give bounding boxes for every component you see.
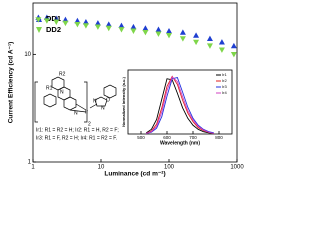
plot-frame bbox=[32, 2, 238, 163]
legend-label: Ir4 bbox=[222, 90, 227, 95]
data-point bbox=[166, 33, 172, 39]
annotation: Ir3: R1 = F, R2 = H; Ir4: R1 = R2 = F. bbox=[36, 135, 117, 141]
structure-label: R2 bbox=[59, 71, 66, 77]
x-axis-label: Luminance (cd m⁻²) bbox=[104, 171, 165, 178]
data-point bbox=[206, 43, 213, 49]
data-point bbox=[155, 26, 162, 32]
data-point bbox=[166, 27, 172, 34]
data-point bbox=[130, 28, 137, 34]
chart: R1 R2 N N Ir N N O 2 Ir1: R1 = R2 = H; I… bbox=[8, 2, 244, 178]
data-point bbox=[43, 18, 50, 24]
y-tick-label: 1 bbox=[28, 160, 32, 166]
data-point bbox=[94, 24, 101, 30]
x-tick-label: 10 bbox=[98, 164, 105, 170]
data-point bbox=[142, 25, 149, 31]
structure-label: N bbox=[101, 105, 105, 111]
data-point bbox=[218, 47, 225, 53]
data-point bbox=[193, 39, 200, 46]
x-tick-label: 100 bbox=[164, 164, 175, 170]
data-point bbox=[35, 17, 42, 23]
data-point bbox=[179, 36, 186, 42]
data-point bbox=[206, 35, 213, 42]
structure-label: N bbox=[93, 98, 97, 104]
structure-label: O bbox=[106, 97, 110, 103]
data-point bbox=[94, 20, 101, 26]
data-point bbox=[105, 21, 112, 27]
data-point bbox=[193, 32, 200, 38]
structure-label: R1 bbox=[46, 85, 53, 91]
data-point bbox=[82, 18, 89, 25]
data-line bbox=[145, 78, 214, 134]
y-axis-label: Normalized Intensity (a.u.) bbox=[121, 76, 126, 126]
data-point bbox=[230, 42, 237, 49]
data-point bbox=[130, 23, 137, 30]
data-point bbox=[74, 21, 81, 28]
structure-label: Ir bbox=[85, 109, 88, 115]
legend-label: Ir3 bbox=[222, 84, 227, 89]
data-point bbox=[74, 17, 81, 24]
data-point bbox=[218, 39, 225, 45]
data-point bbox=[155, 31, 162, 37]
data-point bbox=[105, 25, 112, 32]
data-point bbox=[118, 27, 125, 33]
x-tick-label: 500 bbox=[137, 135, 145, 140]
x-tick-label: 1000 bbox=[230, 164, 244, 170]
annotation: Ir1: R1 = R2 = H; Ir2: R1 = H, R2 = F; bbox=[36, 127, 119, 133]
data-point bbox=[62, 16, 69, 23]
data-line bbox=[146, 77, 214, 134]
data-line bbox=[146, 75, 214, 134]
data-point bbox=[230, 51, 237, 58]
x-tick-label: 1 bbox=[31, 164, 35, 170]
x-axis-label: Wavelength (nm) bbox=[160, 140, 200, 146]
y-axis-label: Current Efficiency (cd A⁻¹) bbox=[8, 42, 15, 124]
structure-label: 2 bbox=[88, 121, 91, 127]
legend-label: Ir1 bbox=[222, 72, 227, 77]
structure-label: N bbox=[74, 110, 78, 116]
legend-marker bbox=[36, 27, 42, 33]
data-point bbox=[62, 20, 69, 27]
data-point bbox=[53, 19, 60, 25]
structure-label: N bbox=[60, 89, 64, 95]
x-tick-label: 800 bbox=[215, 135, 223, 140]
data-point bbox=[82, 23, 89, 29]
data-line bbox=[146, 76, 214, 134]
plot-frame bbox=[127, 69, 233, 135]
data-point bbox=[142, 29, 149, 36]
data-point bbox=[179, 29, 186, 35]
x-tick-label: 700 bbox=[189, 135, 197, 140]
data-point bbox=[118, 22, 125, 28]
y-tick-label: 10 bbox=[24, 52, 31, 58]
legend-label: DD2 bbox=[46, 25, 61, 34]
structure bbox=[34, 76, 117, 123]
legend-label: Ir2 bbox=[222, 78, 227, 83]
legend-label: DD1 bbox=[46, 14, 61, 23]
x-tick-label: 600 bbox=[163, 135, 171, 140]
